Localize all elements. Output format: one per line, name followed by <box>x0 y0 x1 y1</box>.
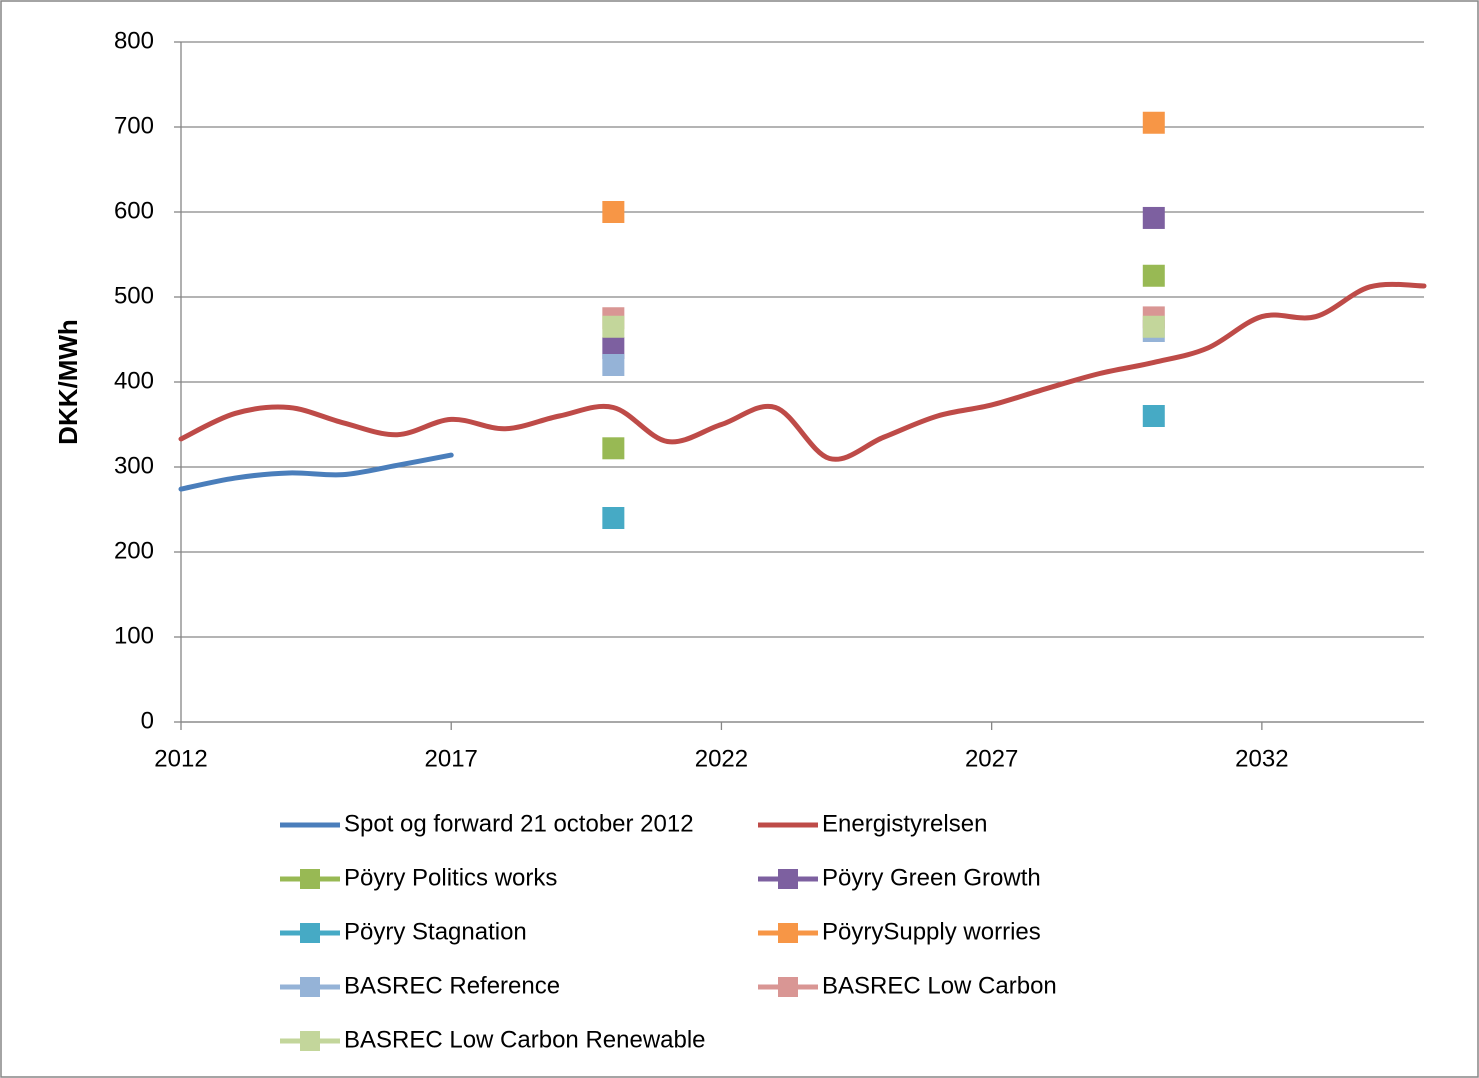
marker <box>1142 206 1165 229</box>
y-tick-label: 200 <box>114 537 154 564</box>
series-line <box>178 281 1427 462</box>
marker <box>1142 111 1165 134</box>
legend-label: BASREC Reference <box>344 972 560 999</box>
marker <box>602 201 625 223</box>
x-tick-label: 2022 <box>695 745 748 772</box>
y-tick-label: 600 <box>114 197 154 224</box>
legend-label: Pöyry Stagnation <box>344 918 527 945</box>
x-tick-label: 2017 <box>425 745 478 772</box>
marker <box>1142 264 1165 287</box>
x-tick-label: 2012 <box>154 745 207 772</box>
y-tick-label: 400 <box>114 367 154 394</box>
y-axis-label: DKK/MWh <box>53 319 83 445</box>
legend-swatch <box>778 869 798 889</box>
legend-swatch <box>300 1031 320 1051</box>
legend-label: Pöyry Politics works <box>344 864 557 891</box>
legend-label: Energistyrelsen <box>822 810 987 837</box>
marker <box>1142 315 1165 338</box>
y-tick-label: 800 <box>114 27 154 54</box>
x-tick-label: 2027 <box>965 745 1018 772</box>
legend-swatch <box>778 977 798 997</box>
y-tick-label: 700 <box>114 112 154 139</box>
series-line <box>178 452 454 492</box>
y-tick-label: 300 <box>114 452 154 479</box>
legend-swatch <box>300 977 320 997</box>
marker <box>602 437 625 460</box>
marker <box>602 354 625 376</box>
marker <box>602 337 625 359</box>
legend-swatch <box>300 869 320 889</box>
legend-label: Spot og forward 21 october 2012 <box>344 810 694 837</box>
x-tick-label: 2032 <box>1235 745 1288 772</box>
legend-swatch <box>300 923 320 943</box>
marker <box>602 507 625 529</box>
legend-swatch <box>778 923 798 943</box>
marker <box>1142 405 1165 427</box>
legend-label: BASREC Low Carbon <box>822 972 1057 999</box>
y-tick-label: 500 <box>114 282 154 309</box>
legend-label: Pöyry Green Growth <box>822 864 1041 891</box>
marker <box>602 315 625 338</box>
y-tick-label: 100 <box>114 622 154 649</box>
legend-label: PöyrySupply worries <box>822 918 1041 945</box>
y-tick-label: 0 <box>141 707 154 734</box>
legend-label: BASREC Low Carbon Renewable <box>344 1026 706 1053</box>
